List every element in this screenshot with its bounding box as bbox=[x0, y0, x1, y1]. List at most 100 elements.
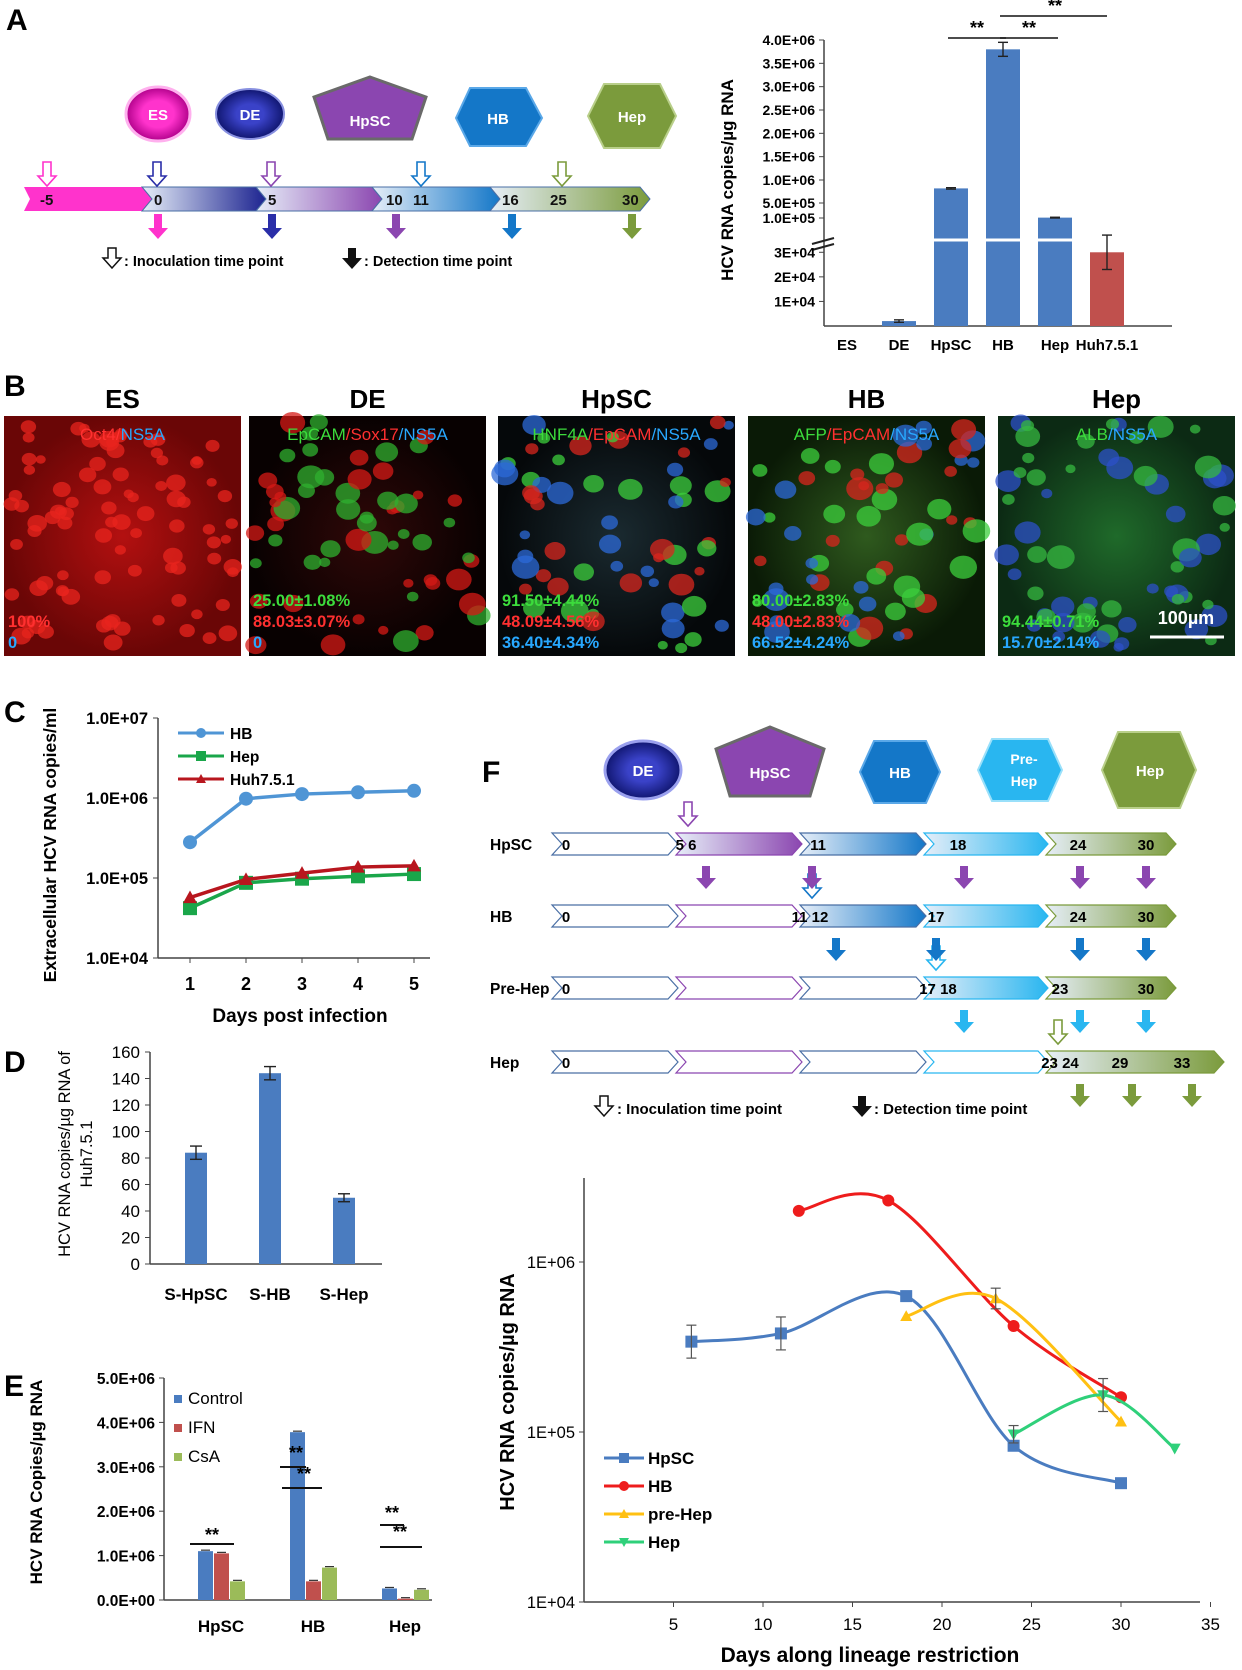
cell-nucleus bbox=[681, 595, 707, 617]
significance-label: ** bbox=[205, 1525, 219, 1545]
significance-label: ** bbox=[385, 1503, 399, 1523]
cell-nucleus bbox=[152, 615, 165, 626]
cell-nucleus bbox=[283, 594, 304, 613]
hollow-arrow-icon bbox=[260, 161, 282, 188]
filled-arrow-icon bbox=[954, 1010, 974, 1033]
cell-nucleus bbox=[37, 624, 54, 639]
row-label: HB bbox=[490, 909, 512, 926]
cell-nucleus bbox=[179, 624, 195, 638]
x-axis-title: Days post infection bbox=[212, 1006, 387, 1027]
y-axis-title-line: Huh7.5.1 bbox=[78, 1121, 96, 1188]
x-tick-label: 30 bbox=[1112, 1615, 1131, 1634]
cell-nucleus bbox=[377, 491, 399, 510]
stage-hb-label: HB bbox=[487, 111, 509, 128]
hollow-arrow-icon bbox=[593, 1095, 615, 1118]
cell-nucleus bbox=[823, 504, 846, 524]
cell-nucleus bbox=[127, 564, 142, 577]
x-tick-label: ES bbox=[837, 337, 857, 354]
data-point bbox=[407, 783, 421, 798]
y-tick-label: 140 bbox=[112, 1070, 140, 1089]
stat-label: 91.50±4.44% bbox=[502, 592, 599, 610]
cell-nucleus bbox=[668, 573, 695, 596]
filled-arrow-icon bbox=[1136, 1010, 1156, 1033]
cell-nucleus bbox=[866, 567, 887, 585]
cell-nucleus bbox=[703, 438, 718, 450]
cell-nucleus bbox=[320, 634, 346, 656]
cell-nucleus bbox=[1147, 415, 1174, 438]
cell-nucleus bbox=[719, 477, 731, 488]
cell-nucleus bbox=[871, 488, 898, 511]
micrograph-es: ES Oct4/NS5A 100% 0 bbox=[3, 384, 242, 656]
lineage-row-hep: Hep bbox=[490, 1050, 1225, 1074]
stat-label: 25.00±1.08% bbox=[253, 592, 350, 610]
data-point bbox=[183, 901, 197, 916]
cell-nucleus bbox=[1195, 533, 1221, 556]
cell-nucleus bbox=[547, 577, 569, 596]
bar bbox=[198, 1551, 213, 1600]
data-point bbox=[1115, 1477, 1127, 1490]
x-tick-label: 35 bbox=[1201, 1615, 1220, 1634]
stage-hpsc-label: HpSC bbox=[350, 113, 391, 130]
cell-nucleus bbox=[893, 575, 921, 598]
y-tick-label: 1.0E+06 bbox=[97, 1549, 156, 1566]
cell-nucleus bbox=[1046, 545, 1075, 569]
cell-nucleus bbox=[906, 522, 934, 546]
cell-nucleus bbox=[669, 476, 692, 495]
cell-nucleus bbox=[569, 436, 592, 456]
cell-nucleus bbox=[446, 568, 472, 591]
cell-nucleus bbox=[1051, 596, 1075, 617]
cell-nucleus bbox=[245, 636, 267, 655]
cell-nucleus bbox=[824, 459, 841, 474]
y-axis-title: HCV RNA copies/µg RNA of Huh7.5.1 bbox=[56, 1051, 96, 1257]
cell-nucleus bbox=[1118, 617, 1137, 633]
cell-nucleus bbox=[1170, 561, 1184, 573]
cell-nucleus bbox=[868, 453, 895, 475]
micrograph-hb: HB AFP/EpCAM/NS5A 80.00±2.83% 48.00±2.83% 66… bbox=[745, 384, 991, 656]
lineage-row-hpsc: HpSC bbox=[490, 832, 1177, 856]
cell-nucleus bbox=[23, 465, 36, 475]
y-tick-label: 2.5E+06 bbox=[762, 102, 815, 118]
cell-nucleus bbox=[962, 519, 991, 543]
y-tick-label: 1.0E+07 bbox=[86, 710, 148, 728]
cell-nucleus bbox=[143, 435, 158, 448]
panel-f-legend: : Inoculation time point : Detection tim… bbox=[593, 1095, 1027, 1118]
cell-nucleus bbox=[1171, 593, 1185, 605]
filled-arrow-icon bbox=[342, 248, 362, 269]
filled-arrow-icon bbox=[148, 214, 168, 239]
cell-nucleus bbox=[415, 625, 434, 641]
cell-nucleus bbox=[130, 528, 142, 539]
cell-nucleus bbox=[81, 431, 101, 448]
stage-prehep-icon bbox=[976, 738, 1064, 802]
timeline-day: 10 bbox=[386, 192, 403, 209]
cell-nucleus bbox=[856, 505, 881, 527]
cell-nucleus bbox=[825, 534, 840, 547]
cell-nucleus bbox=[190, 456, 204, 469]
y-tick-label: 1.0E+06 bbox=[762, 172, 815, 188]
cell-nucleus bbox=[394, 493, 418, 514]
micrograph-hep: Hep ALB/NS5A 94.44±0.71% 15.70±2.14% bbox=[994, 384, 1236, 656]
legend-label: CsA bbox=[188, 1447, 221, 1466]
timeline-seg-es bbox=[24, 187, 152, 211]
significance-label: ** bbox=[297, 1464, 311, 1484]
timeline-day: 25 bbox=[550, 192, 567, 209]
stat-label: 48.00±2.83% bbox=[752, 613, 849, 631]
cell-nucleus bbox=[372, 462, 394, 480]
x-tick-label: 1 bbox=[185, 974, 195, 994]
cell-nucleus bbox=[218, 625, 238, 642]
cell-nucleus bbox=[458, 592, 486, 616]
cell-nucleus bbox=[916, 437, 932, 451]
legend-label: HB bbox=[648, 1477, 673, 1496]
cell-nucleus bbox=[805, 557, 819, 569]
cell-nucleus bbox=[393, 630, 419, 653]
cell-nucleus bbox=[1065, 464, 1076, 474]
cell-nucleus bbox=[1101, 600, 1122, 618]
cell-nucleus bbox=[774, 480, 797, 499]
x-tick-label: 5 bbox=[669, 1615, 678, 1634]
data-point bbox=[1168, 1443, 1181, 1455]
data-point bbox=[295, 866, 309, 879]
stat-label: 0 bbox=[8, 634, 17, 652]
cell-nucleus bbox=[1027, 546, 1047, 563]
cell-nucleus bbox=[800, 448, 820, 464]
timeline-segment bbox=[674, 1050, 803, 1074]
timeline-segment bbox=[1044, 904, 1177, 928]
